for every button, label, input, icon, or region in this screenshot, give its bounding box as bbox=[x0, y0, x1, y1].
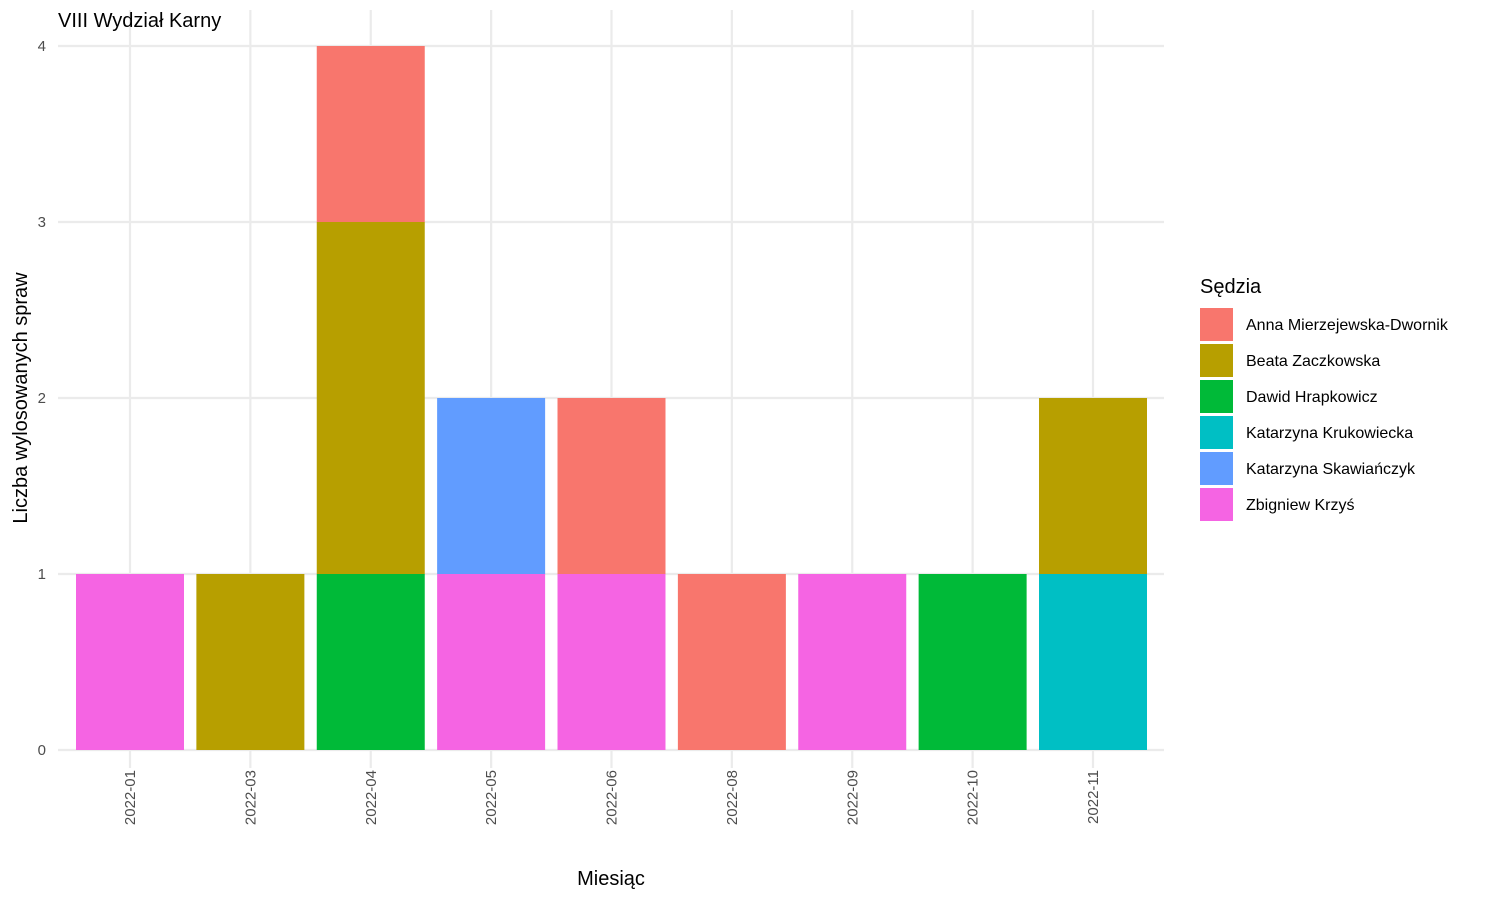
legend-swatch bbox=[1200, 380, 1233, 413]
x-tick-label: 2022-11 bbox=[1085, 770, 1102, 824]
legend: Sędzia Anna Mierzejewska-Dwornik Beata Za… bbox=[1200, 276, 1449, 521]
y-tick-label: 1 bbox=[38, 566, 46, 583]
legend-label: Zbigniew Krzyś bbox=[1246, 497, 1354, 514]
legend-swatch bbox=[1200, 416, 1233, 449]
bar-segment bbox=[1039, 398, 1147, 574]
bar-segment bbox=[1039, 574, 1147, 750]
bar-segment bbox=[557, 398, 666, 574]
bar-segment bbox=[316, 574, 425, 750]
y-tick-label: 0 bbox=[38, 742, 46, 759]
bar-segment bbox=[316, 46, 425, 222]
legend-items: Anna Mierzejewska-Dwornik Beata Zaczkowsk… bbox=[1200, 308, 1449, 521]
legend-swatch bbox=[1200, 452, 1233, 485]
chart-title: VIII Wydział Karny bbox=[58, 10, 221, 32]
legend-swatch bbox=[1200, 308, 1233, 341]
x-axis-ticks: 2022-01 2022-03 2022-04 2022-05 2022-06 2022-… bbox=[122, 770, 1102, 825]
x-axis-title: Miesiąc bbox=[577, 868, 645, 890]
y-tick-label: 4 bbox=[38, 38, 46, 55]
bar-segment bbox=[437, 398, 546, 574]
bar-segment bbox=[677, 574, 786, 750]
x-tick-label: 2022-05 bbox=[483, 770, 500, 825]
bar-segment bbox=[798, 574, 907, 750]
y-tick-label: 2 bbox=[38, 390, 46, 407]
x-tick-label: 2022-01 bbox=[122, 770, 139, 825]
bar-segment bbox=[196, 574, 305, 750]
x-tick-label: 2022-03 bbox=[242, 770, 259, 825]
bar-segment bbox=[437, 574, 546, 750]
y-axis-ticks: 0 1 2 3 4 bbox=[38, 38, 46, 759]
x-tick-label: 2022-10 bbox=[965, 770, 982, 825]
legend-label: Dawid Hrapkowicz bbox=[1246, 389, 1378, 406]
bar-segment bbox=[76, 574, 184, 750]
bar-segment bbox=[316, 222, 425, 574]
bar-segment bbox=[557, 574, 666, 750]
x-tick-label: 2022-08 bbox=[724, 770, 741, 825]
x-tick-label: 2022-04 bbox=[363, 770, 380, 825]
legend-swatch bbox=[1200, 344, 1233, 377]
x-tick-label: 2022-06 bbox=[604, 770, 621, 825]
legend-swatch bbox=[1200, 488, 1233, 521]
legend-label: Anna Mierzejewska-Dwornik bbox=[1246, 317, 1449, 334]
y-tick-label: 3 bbox=[38, 214, 46, 231]
legend-label: Katarzyna Skawiańczyk bbox=[1246, 461, 1416, 478]
legend-label: Katarzyna Krukowiecka bbox=[1246, 425, 1413, 442]
bars-layer bbox=[76, 46, 1147, 750]
y-axis-title: Liczba wylosowanych spraw bbox=[10, 272, 32, 524]
legend-title: Sędzia bbox=[1200, 276, 1262, 298]
x-tick-label: 2022-09 bbox=[844, 770, 861, 825]
bar-segment bbox=[918, 574, 1027, 750]
legend-label: Beata Zaczkowska bbox=[1246, 353, 1380, 370]
